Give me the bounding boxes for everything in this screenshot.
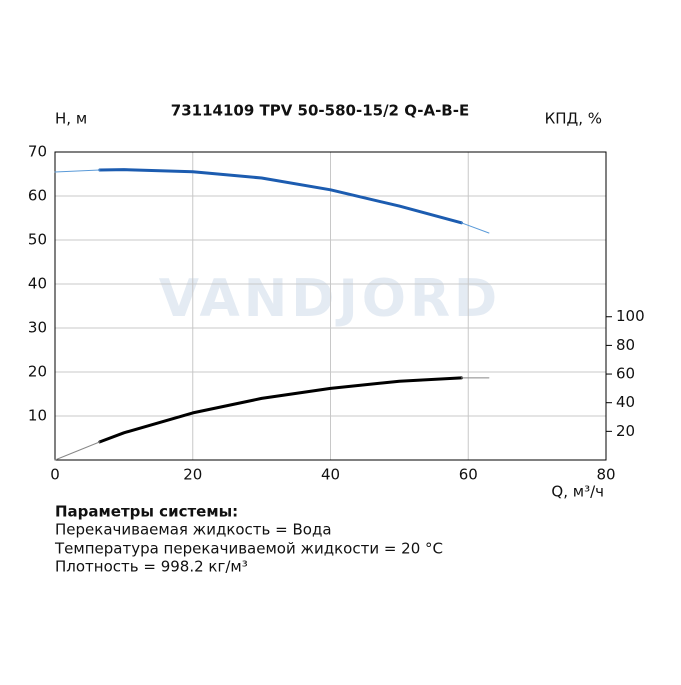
y-tick-label: 60	[28, 187, 47, 205]
y-tick-label: 20	[28, 363, 47, 381]
x-tick-label: 40	[321, 466, 340, 484]
y-tick-label: 40	[28, 275, 47, 293]
plot-frame	[54, 151, 607, 461]
y2-tick-label: 100	[616, 307, 645, 325]
y2-axis-label: КПД, %	[545, 110, 602, 128]
system-heading: Параметры системы:	[55, 503, 238, 521]
watermark: VANDJORD	[159, 269, 501, 329]
y-tick-label: 10	[28, 407, 47, 425]
curve	[98, 376, 463, 444]
y-tick-label: 70	[28, 143, 47, 161]
y-axis-label: Н, м	[55, 110, 87, 128]
system-line: Перекачиваемая жидкость = Вода	[55, 521, 332, 539]
curve	[54, 169, 490, 234]
system-line: Плотность = 998.2 кг/м³	[55, 558, 248, 576]
chart-title: 73114109 TPV 50-580-15/2 Q-A-B-E	[171, 102, 469, 120]
y2-tick-label: 40	[616, 393, 635, 411]
y-tick-label: 30	[28, 319, 47, 337]
curve	[54, 377, 490, 461]
y2-tick-label: 80	[616, 336, 635, 354]
curve	[98, 168, 463, 225]
x-tick-label: 0	[50, 466, 60, 484]
y2-tick-label: 60	[616, 365, 635, 383]
x-tick-label: 20	[183, 466, 202, 484]
y2-tick-label: 20	[616, 422, 635, 440]
x-axis-label: Q, м³/ч	[551, 483, 604, 501]
x-tick-label: 60	[459, 466, 478, 484]
x-tick-label: 80	[596, 466, 615, 484]
y-tick-label: 50	[28, 231, 47, 249]
system-line: Температура перекачиваемой жидкости = 20…	[54, 540, 443, 558]
